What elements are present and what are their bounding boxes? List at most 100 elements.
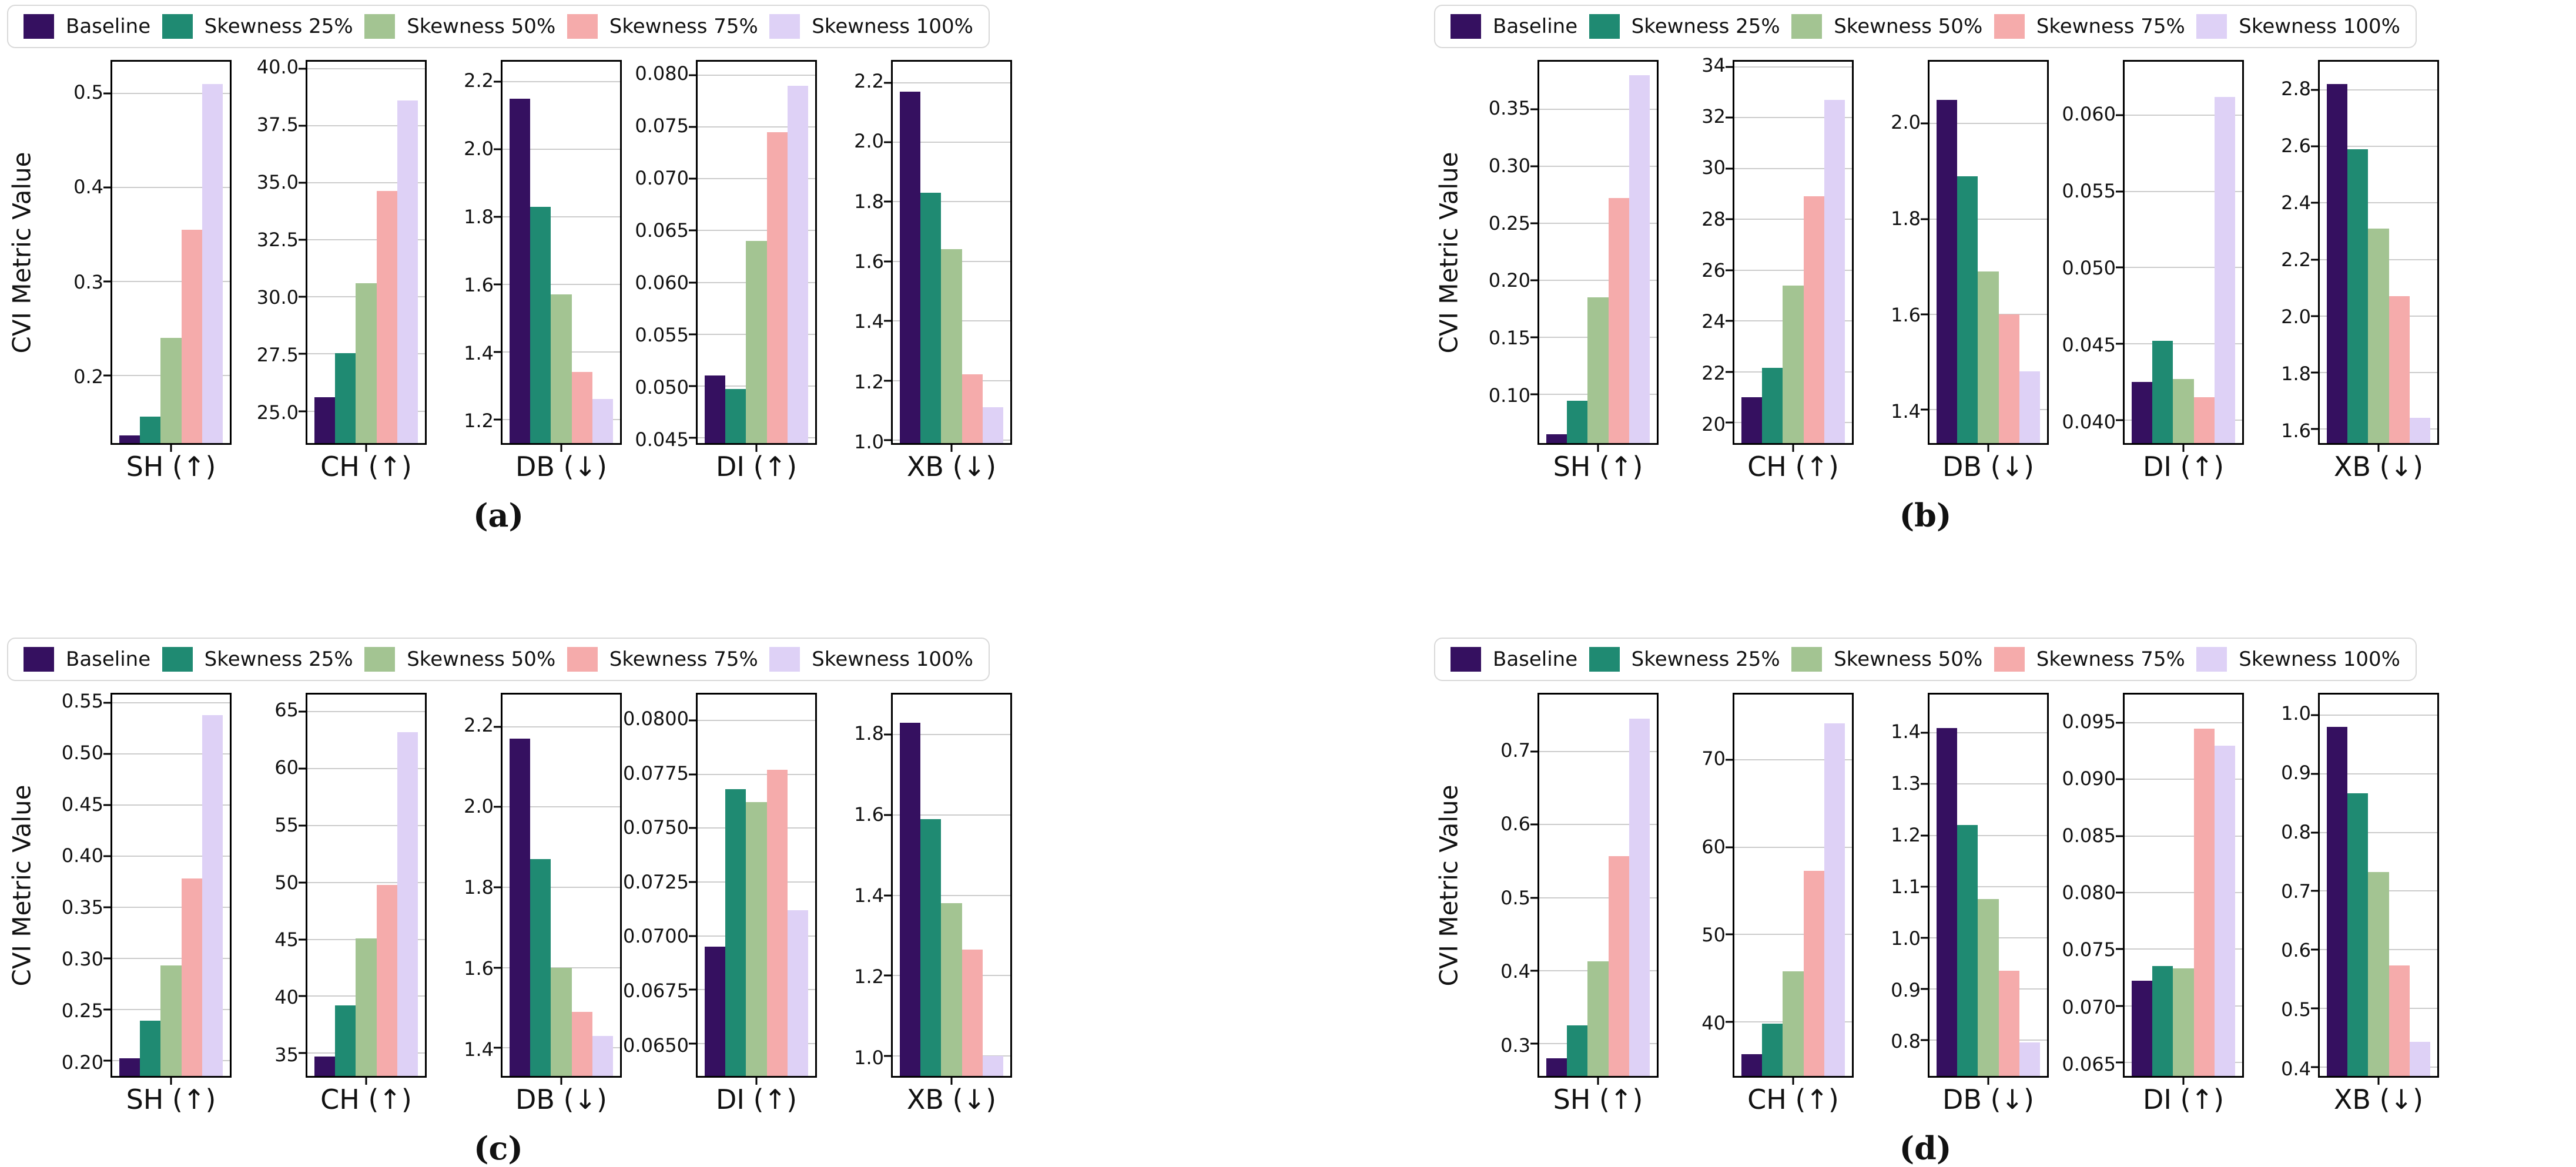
- plot-area-db: [494, 60, 622, 452]
- y-tick-mark: [103, 906, 110, 908]
- gridline: [307, 767, 425, 769]
- bar-skewness-50: [160, 337, 182, 443]
- bar-skewness-50: [2173, 968, 2194, 1076]
- y-tick-label: 2.6: [2281, 134, 2311, 157]
- bar-group-xb: [900, 62, 1003, 443]
- bar-group-db: [1937, 62, 2040, 443]
- bar-skewness-25: [335, 353, 356, 443]
- y-tick-label: 0.6: [1500, 813, 1530, 836]
- x-tick-mark: [1792, 1078, 1794, 1085]
- bar-skewness-100: [2409, 1042, 2430, 1076]
- y-tick-mark: [1530, 750, 1537, 753]
- y-tick-label: 1.6: [464, 273, 494, 296]
- y-tick-mark: [1726, 846, 1733, 849]
- y-tick-mark: [494, 418, 501, 421]
- bar-skewness-50: [941, 903, 962, 1076]
- bar-group-sh: [119, 62, 223, 443]
- bar-baseline: [900, 91, 921, 443]
- y-tick-mark: [689, 333, 696, 336]
- y-tick-mark: [2116, 419, 2123, 421]
- gridline: [698, 720, 815, 722]
- plot-wrap: 0.065 0.070 0.075 0.080 0.085 0.090 0.095: [2049, 693, 2244, 1085]
- plot-wrap: 0.8 0.9 1.0 1.1 1.2 1.3 1.4: [1854, 693, 2049, 1085]
- y-tick-mark: [2116, 722, 2123, 724]
- plot-wrap: 25.0 27.5 30.0 32.5 35.0 37.5 40.0: [232, 58, 427, 452]
- y-tick-mark: [689, 935, 696, 937]
- y-tick-mark: [2311, 1007, 2318, 1010]
- gridline: [1539, 897, 1657, 898]
- x-axis-label-xb: XB (↓): [906, 1084, 997, 1115]
- x-axis-label-ch: CH (↑): [1747, 451, 1839, 482]
- gridline: [1930, 834, 2047, 836]
- y-tick-label: 1.2: [464, 410, 494, 432]
- legend-swatch-baseline: [24, 647, 54, 672]
- y-tick-mark: [103, 957, 110, 960]
- bar-baseline: [1937, 727, 1958, 1076]
- y-tick-mark: [884, 200, 891, 203]
- x-axis-label-sh: SH (↑): [1553, 451, 1643, 482]
- gridline: [503, 806, 620, 808]
- y-tick-label: 0.15: [1488, 327, 1530, 350]
- gridline: [2125, 779, 2242, 780]
- gridline: [893, 201, 1010, 203]
- bar-group-ch: [314, 62, 418, 443]
- y-tick-label: 0.9: [1891, 978, 1921, 1001]
- y-tick-labels: 0.0650 0.0675 0.0700 0.0725 0.0750 0.0775 0.08…: [622, 693, 696, 1078]
- y-tick-label: 2.2: [464, 69, 494, 92]
- legend-item-skewness-100: Skewness 100%: [769, 14, 973, 39]
- y-tick-label: 1.0: [2281, 702, 2311, 725]
- legend-item-skewness-50: Skewness 50%: [1791, 647, 1982, 672]
- y-tick-label: 2.2: [2281, 248, 2311, 271]
- bar-skewness-25: [1957, 825, 1978, 1076]
- gridline: [1930, 783, 2047, 785]
- bar-skewness-75: [1608, 856, 1629, 1076]
- x-axis-label-di: DI (↑): [2142, 1084, 2225, 1115]
- y-tick-labels: 1.6 1.8 2.0 2.2 2.4 2.6 2.8: [2244, 60, 2318, 445]
- y-tick-mark: [689, 437, 696, 439]
- y-tick-label: 2.2: [854, 69, 884, 92]
- gridline: [1539, 750, 1657, 752]
- bar-skewness-50: [746, 241, 767, 443]
- y-tick-label: 0.060: [635, 271, 689, 294]
- bar-baseline: [900, 722, 921, 1076]
- plot-wrap: 1.4 1.6 1.8 2.0: [1854, 60, 2049, 452]
- panel-caption: (c): [474, 1129, 523, 1167]
- bar-skewness-100: [787, 910, 808, 1076]
- y-tick-label: 0.25: [1488, 212, 1530, 234]
- bar-skewness-50: [941, 249, 962, 443]
- legend-label: Baseline: [1493, 648, 1578, 671]
- y-tick-mark: [1921, 122, 1928, 125]
- y-tick-label: 0.055: [635, 324, 689, 347]
- gridline: [503, 81, 620, 83]
- bar-skewness-100: [592, 1035, 613, 1076]
- x-tick-mark: [365, 445, 367, 452]
- bar-skewness-25: [140, 417, 161, 443]
- y-tick-mark: [689, 281, 696, 284]
- plot-wrap: 0.20 0.25 0.30 0.35 0.40 0.45 0.50 0.55: [36, 692, 232, 1085]
- gridline: [112, 187, 230, 189]
- y-axis-label-column: CVI Metric Value: [7, 693, 36, 1078]
- charts-row: CVI Metric Value 0.20 0.25 0.30 0.35 0.40 0.45…: [7, 692, 1012, 1115]
- gridline: [1539, 824, 1657, 826]
- bar-group-di: [705, 695, 808, 1076]
- bar-skewness-50: [1587, 297, 1609, 443]
- y-axis-label-column: CVI Metric Value: [7, 60, 36, 445]
- y-axis-label-column: CVI Metric Value: [1434, 693, 1463, 1078]
- y-tick-label: 2.0: [2281, 305, 2311, 328]
- x-tick-mark: [1987, 1078, 1989, 1085]
- legend-label: Skewness 25%: [1631, 15, 1780, 38]
- y-axis-label: CVI Metric Value: [7, 151, 36, 354]
- y-tick-mark: [1530, 336, 1537, 338]
- y-tick-label: 2.2: [464, 714, 494, 737]
- y-axis-label: CVI Metric Value: [1434, 784, 1463, 987]
- y-tick-mark: [103, 1059, 110, 1062]
- bar-baseline: [1937, 99, 1958, 443]
- y-tick-mark: [494, 216, 501, 218]
- panel-b: Baseline Skewness 25% Skewness 50% Skewness…: [1434, 5, 2439, 534]
- legend-label: Baseline: [66, 15, 151, 38]
- y-tick-labels: 1.4 1.6 1.8 2.0 2.2: [427, 693, 501, 1078]
- x-axis-label-ch: CH (↑): [320, 451, 412, 482]
- gridline: [503, 886, 620, 888]
- y-tick-mark: [689, 881, 696, 883]
- y-tick-mark: [1530, 823, 1537, 826]
